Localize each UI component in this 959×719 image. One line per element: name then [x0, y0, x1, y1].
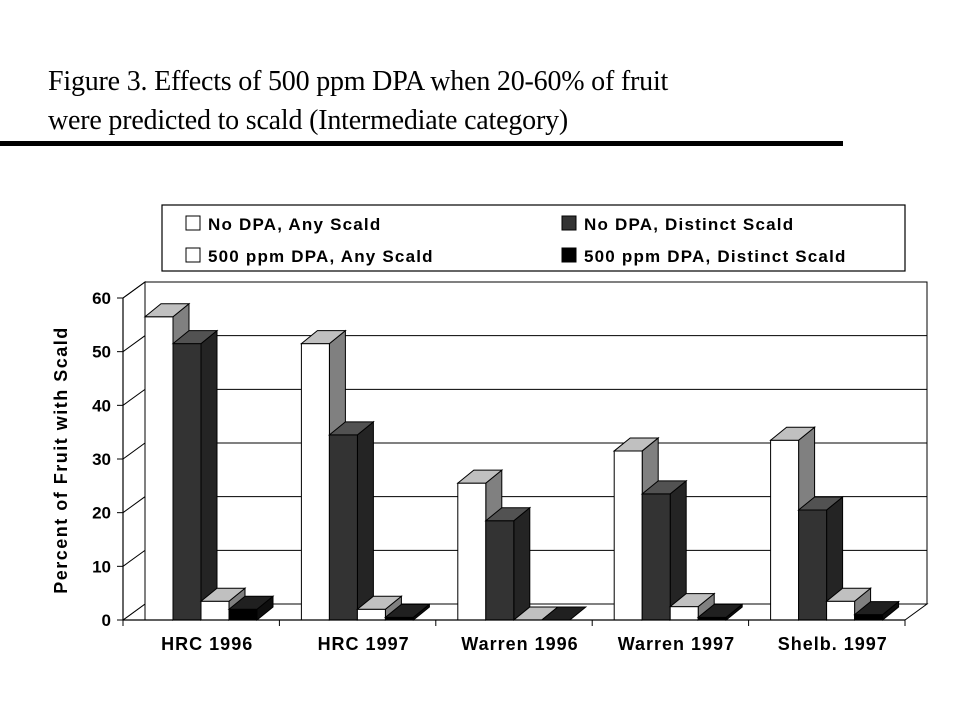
bar-top — [668, 593, 716, 608]
bar — [171, 329, 219, 622]
legend: No DPA, Any Scald No DPA, Distinct Scald 5… — [161, 204, 906, 272]
bar-front — [798, 509, 828, 621]
bar-top — [143, 303, 191, 318]
bar-front — [485, 520, 515, 621]
bar — [797, 495, 845, 622]
legend-box — [161, 204, 906, 272]
bar-front — [613, 450, 643, 621]
legend-label: No DPA, Distinct Scald — [584, 215, 794, 234]
bar-front — [669, 606, 699, 621]
bar-front — [228, 608, 258, 621]
legend-label: No DPA, Any Scald — [208, 215, 381, 234]
legend-label: 500 ppm DPA, Any Scald — [208, 247, 434, 266]
bar-top — [797, 496, 845, 511]
bars — [143, 302, 901, 622]
x-tick-label: Shelb. 1997 — [778, 634, 888, 654]
bar-front — [300, 343, 330, 621]
legend-item: 500 ppm DPA, Distinct Scald — [561, 247, 847, 266]
bar — [383, 603, 431, 622]
bar-front — [826, 600, 856, 621]
bar-front — [770, 439, 800, 621]
bar-top — [612, 437, 660, 452]
y-axis-label: Percent of Fruit with Scald — [51, 326, 71, 594]
bar-top — [853, 601, 901, 616]
gridline — [122, 281, 927, 299]
bar-front — [172, 343, 202, 621]
bar-top — [299, 330, 347, 345]
chart-title-line-1: Figure 3. Effects of 500 ppm DPA when 20… — [48, 66, 669, 97]
chart-title-line-2: were predicted to scald (Intermediate ca… — [48, 105, 568, 136]
legend-swatch — [561, 247, 577, 263]
legend-item: No DPA, Distinct Scald — [561, 215, 794, 234]
y-tick-label: 30 — [92, 450, 111, 469]
bar-top — [171, 330, 219, 345]
title-underline — [0, 141, 843, 146]
legend-swatch — [561, 215, 577, 231]
bar-top — [383, 603, 431, 618]
x-tick-label: Warren 1996 — [461, 634, 578, 654]
bar-top — [640, 480, 688, 495]
y-tick-label: 20 — [92, 504, 111, 523]
bar-top — [825, 587, 873, 602]
legend-label: 500 ppm DPA, Distinct Scald — [584, 247, 847, 266]
bar-side — [356, 420, 374, 622]
bar-top — [484, 507, 532, 522]
y-tick-label: 40 — [92, 396, 111, 415]
legend-swatch — [185, 215, 201, 231]
legend-item: No DPA, Any Scald — [185, 215, 381, 234]
bar — [640, 479, 688, 622]
bar-top — [227, 595, 275, 610]
bar-top — [327, 421, 375, 436]
y-tick-label: 10 — [92, 557, 111, 576]
y-tick-label: 0 — [102, 611, 111, 630]
bar-top — [456, 469, 504, 484]
x-tick-label: HRC 1997 — [318, 634, 410, 654]
bar-side — [200, 329, 218, 622]
x-tick-label: Warren 1997 — [618, 634, 735, 654]
bar-top — [769, 426, 817, 441]
bar-top — [355, 595, 403, 610]
axes: 0 10 20 30 40 50 60 HRC 1996 HRC 1997 Warren 1996… — [51, 289, 906, 654]
bar — [327, 420, 375, 622]
bar-front — [854, 614, 884, 621]
bar-front — [457, 482, 487, 621]
bar-side — [513, 506, 531, 622]
legend-item: 500 ppm DPA, Any Scald — [185, 247, 434, 266]
bar-front — [200, 600, 230, 621]
y-tick-label: 50 — [92, 343, 111, 362]
bar-front — [641, 493, 671, 621]
y-tick-label: 60 — [92, 289, 111, 308]
bar-top — [199, 587, 247, 602]
bar-front — [144, 316, 174, 621]
bar-top — [696, 603, 744, 618]
bar — [484, 506, 532, 622]
bar-front — [356, 608, 386, 621]
x-tick-label: HRC 1996 — [161, 634, 253, 654]
bar-front — [328, 434, 358, 621]
legend-swatch — [185, 247, 201, 263]
